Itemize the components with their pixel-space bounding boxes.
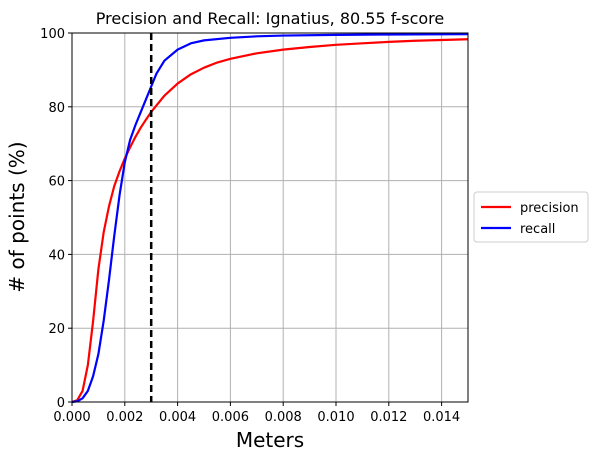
y-tick-label: 80 [48, 101, 65, 116]
y-tick-label: 40 [48, 248, 65, 263]
x-tick-label: 0.012 [370, 410, 407, 425]
legend: precision recall [473, 191, 589, 243]
x-tick-label: 0.008 [265, 410, 302, 425]
x-tick-label: 0.010 [317, 410, 354, 425]
legend-label-recall: recall [520, 222, 555, 237]
y-tick-label: 60 [48, 175, 65, 190]
series-group [71, 33, 469, 404]
legend-box [473, 191, 589, 243]
legend-label-precision: precision [520, 201, 579, 216]
plot-frame [71, 32, 469, 403]
y-tick-label: 0 [57, 396, 65, 411]
chart-title: Precision and Recall: Ignatius, 80.55 f-… [96, 9, 444, 28]
y-tick-label: 100 [40, 27, 65, 42]
x-tick-label: 0.002 [106, 410, 143, 425]
x-tick-label: 0.006 [212, 410, 249, 425]
grid [71, 32, 468, 403]
x-tick-label: 0.014 [423, 410, 460, 425]
x-axis-label: Meters [236, 428, 304, 452]
x-tick-label: 0.000 [53, 410, 90, 425]
x-tick-label: 0.004 [159, 410, 196, 425]
series-line-precision [71, 38, 469, 404]
y-tick-label: 20 [48, 322, 65, 337]
series-line-recall [71, 33, 469, 404]
y-axis-label: # of points (%) [5, 141, 29, 292]
ticks: 0.000 0.002 0.004 0.006 0.008 0.010 0.012 0.014… [40, 27, 460, 425]
